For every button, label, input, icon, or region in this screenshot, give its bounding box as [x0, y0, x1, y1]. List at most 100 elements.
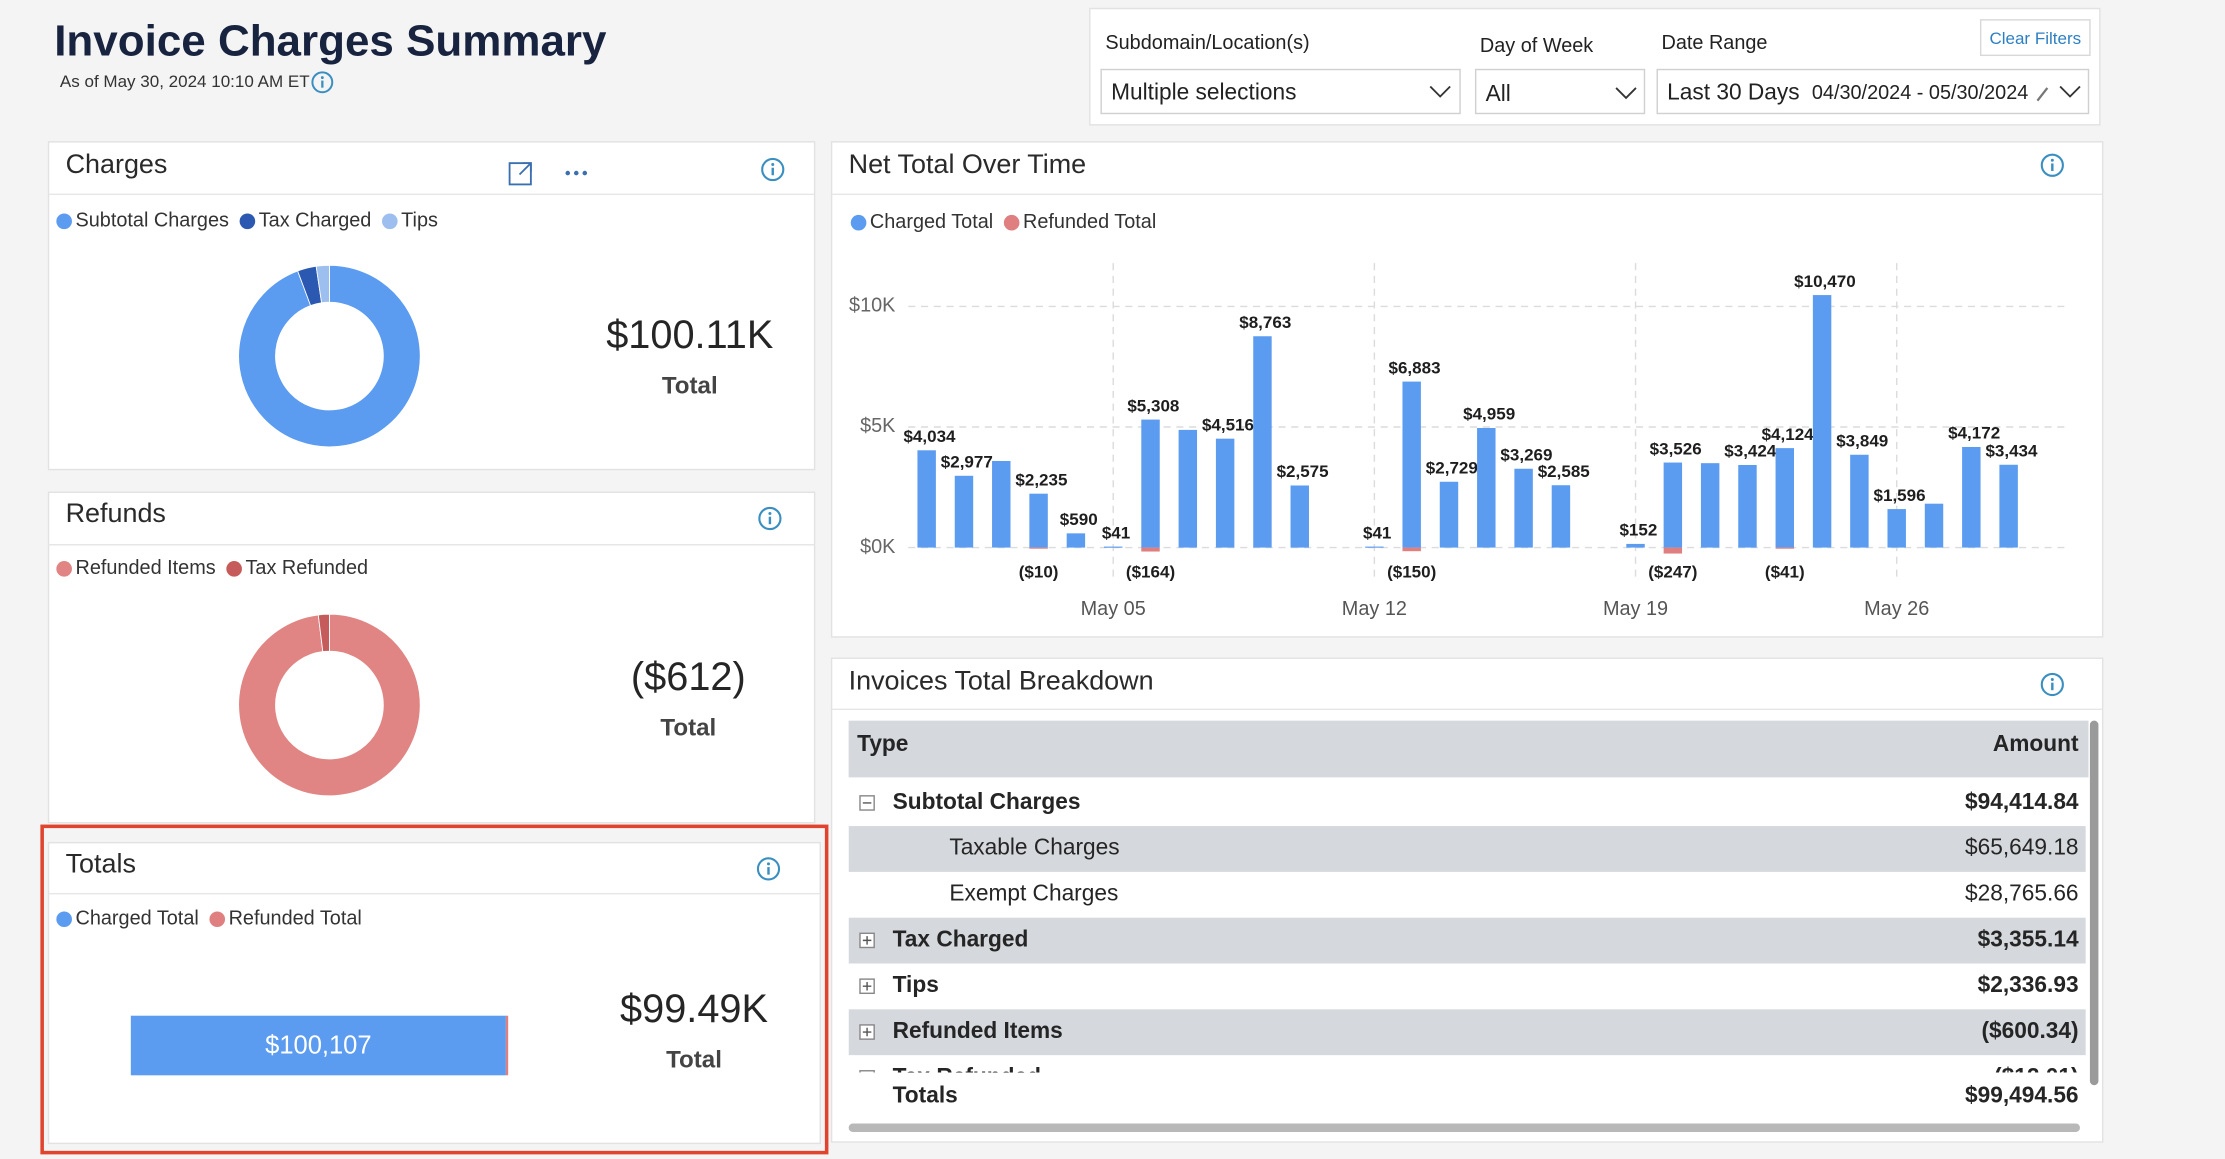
kpi-value: $99.49K	[620, 987, 768, 1031]
row-label: Taxable Charges	[949, 834, 1119, 860]
bar	[1066, 533, 1086, 548]
donut-slice	[238, 613, 421, 797]
pencil-icon	[2036, 87, 2049, 102]
bar	[1663, 462, 1683, 548]
data-label: $2,977	[941, 453, 993, 472]
card-title: Charges	[66, 149, 168, 179]
chevron	[1429, 85, 1451, 98]
legend-label: Charged Total	[870, 211, 993, 233]
dropdown-value: Multiple selections	[1111, 79, 1296, 105]
card	[47, 141, 816, 471]
data-label: $4,959	[1463, 405, 1515, 424]
kpi-value: $100.11K	[606, 313, 774, 357]
bar	[1850, 454, 1869, 548]
bar	[1477, 427, 1496, 548]
data-label: $6,883	[1388, 358, 1440, 377]
legend-label: Charged Total	[75, 908, 198, 930]
table-body: Subtotal Charges $94,414.84 Taxable Charge…	[848, 788, 2086, 1089]
kpi-caption: Total	[662, 373, 718, 400]
highlight-box	[40, 824, 829, 1155]
column-header: Type	[857, 730, 908, 756]
legend-label: Refunded Items	[75, 557, 215, 579]
legend-swatch	[382, 213, 398, 230]
bar	[1402, 381, 1421, 548]
bar	[130, 1015, 506, 1076]
row-value: ($12.01)	[1994, 1063, 2079, 1089]
dropdown[interactable]	[1656, 68, 2090, 115]
table-header	[848, 720, 2089, 778]
card-title: Invoices Total Breakdown	[849, 665, 1154, 695]
bar	[954, 475, 974, 548]
legend-swatch	[1003, 214, 1020, 231]
bar	[1775, 448, 1794, 548]
data-label: $1,596	[1874, 486, 1926, 505]
date-range: 04/30/2024 - 05/30/2024	[1812, 82, 2028, 104]
data-label: $3,526	[1650, 439, 1702, 458]
column-header: Amount	[1993, 730, 2079, 756]
data-label: ($164)	[1126, 563, 1175, 582]
legend-swatch	[56, 561, 72, 577]
bar-label: $100,107	[265, 1032, 371, 1060]
x-tick-label: May 12	[1342, 598, 1407, 620]
bar	[1663, 547, 1683, 554]
legend-swatch	[850, 214, 867, 231]
data-label: $5,308	[1127, 396, 1179, 415]
chevron	[2059, 85, 2081, 98]
clear-filters-button[interactable]	[1979, 19, 2091, 57]
bar	[1402, 547, 1421, 552]
bar	[1290, 485, 1309, 548]
row-value: $3,355.14	[1978, 925, 2079, 951]
dropdown[interactable]	[1100, 68, 1461, 115]
dropdown-value: Last 30 Days	[1667, 79, 1799, 105]
data-label: $3,849	[1836, 431, 1888, 450]
bar	[1738, 465, 1757, 548]
expand-toggle[interactable]	[859, 1070, 875, 1085]
data-label: $2,575	[1277, 462, 1329, 481]
page-title: Invoice Charges Summary	[54, 17, 607, 66]
y-tick-label: $10K	[849, 295, 896, 317]
legend-label: Refunded Total	[229, 908, 362, 930]
data-label: $3,424	[1724, 442, 1777, 461]
data-label: $3,269	[1500, 445, 1552, 464]
legend-swatch	[56, 213, 72, 230]
legend-label: Tips	[401, 210, 438, 232]
card-title: Totals	[66, 848, 136, 878]
table-row-bg	[848, 917, 2086, 964]
bar	[1551, 485, 1571, 548]
table-row-bg	[848, 826, 2086, 872]
horizontal-scrollbar[interactable]	[848, 1123, 2080, 1133]
expand-icon[interactable]	[508, 162, 532, 186]
x-tick-label: May 26	[1864, 598, 1929, 620]
bar	[1812, 295, 1832, 548]
bar	[1999, 464, 2018, 548]
data-label: $590	[1060, 510, 1098, 529]
data-label: $4,034	[903, 427, 956, 446]
card-title: Refunds	[66, 498, 166, 528]
data-label: $2,585	[1538, 462, 1590, 481]
vertical-scrollbar[interactable]	[2089, 720, 2099, 1086]
data-label: $3,434	[1985, 441, 2038, 460]
donut-slice	[317, 613, 330, 653]
filter-label: Day of Week	[1480, 35, 1593, 57]
x-tick-label: May 05	[1081, 598, 1146, 620]
card	[47, 491, 816, 824]
bar	[1253, 336, 1272, 548]
more-icon[interactable]	[565, 170, 588, 176]
bar	[505, 1015, 509, 1076]
y-tick-label: $5K	[860, 415, 896, 437]
row-value: $28,765.66	[1965, 880, 2079, 906]
data-label: $41	[1363, 523, 1391, 542]
data-label: $10,470	[1794, 272, 1856, 291]
row-label: Subtotal Charges	[893, 788, 1081, 814]
legend-label: Refunded Total	[1023, 211, 1156, 233]
bar	[917, 450, 936, 548]
bar	[1700, 463, 1720, 548]
data-label: $41	[1102, 523, 1130, 542]
bar	[1887, 509, 1906, 548]
dropdown[interactable]	[1474, 68, 1646, 115]
data-label: $2,235	[1015, 470, 1067, 489]
legend-swatch	[56, 911, 72, 928]
totals-value: $99,494.56	[1965, 1082, 2079, 1108]
row-label: Tips	[893, 971, 939, 997]
bar	[1141, 547, 1160, 552]
